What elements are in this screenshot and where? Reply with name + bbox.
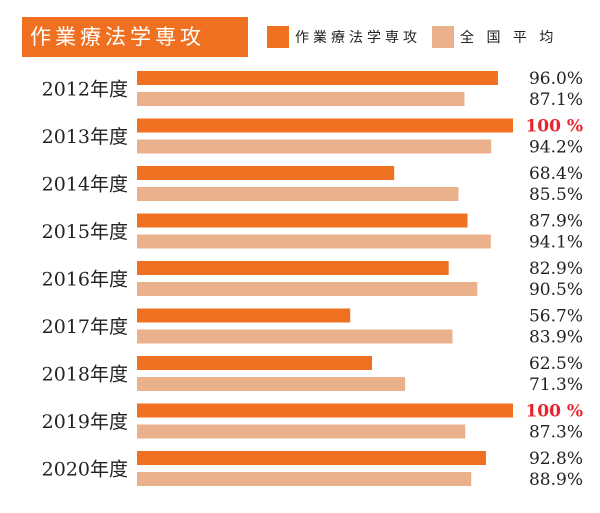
category-label: 2020年度 (42, 459, 128, 481)
bar-program (137, 356, 372, 370)
data-label: 88.9% (529, 470, 583, 490)
bar-program (137, 403, 513, 418)
category-label: 2014年度 (42, 174, 128, 196)
data-label: 83.9% (529, 328, 583, 348)
bar-program (137, 308, 351, 323)
legend-label-national: 全 国 平 均 (460, 30, 558, 46)
bar-program (137, 213, 468, 228)
bar-national (137, 377, 406, 391)
data-label: 71.3% (529, 375, 583, 395)
bar-program (137, 71, 498, 85)
bar-national (137, 472, 472, 486)
category-label: 2018年度 (42, 364, 128, 386)
bar-program (137, 261, 449, 275)
legend-label-program: 作業療法学専攻 (295, 30, 421, 46)
data-label: 87.1% (529, 90, 583, 110)
category-label: 2017年度 (42, 316, 128, 338)
category-label: 2012年度 (42, 79, 128, 101)
data-label: 85.5% (529, 185, 583, 205)
data-label: 87.3% (529, 423, 583, 443)
legend-swatch-national (432, 26, 454, 48)
bar-national (137, 329, 453, 344)
data-label: 87.9% (529, 212, 583, 232)
data-label: 56.7% (529, 307, 583, 327)
legend-item-national: 全 国 平 均 (432, 26, 557, 48)
bar-national (137, 139, 492, 154)
data-label: 100 % (525, 117, 583, 137)
data-label: 90.5% (529, 280, 583, 300)
category-label: 2013年度 (42, 126, 128, 148)
bar-national (137, 424, 466, 439)
data-label: 94.1% (529, 233, 583, 253)
data-label: 62.5% (529, 354, 583, 374)
chart-title: 作業療法学専攻 (30, 25, 205, 49)
bar-national (137, 92, 465, 106)
legend-swatch-program (267, 26, 289, 48)
data-label: 92.8% (529, 449, 583, 469)
bar-national (137, 187, 459, 201)
data-label: 100 % (525, 402, 583, 422)
data-label: 96.0% (529, 69, 583, 89)
bar-program (137, 118, 513, 133)
bar-program (137, 451, 486, 465)
bar-national (137, 282, 478, 296)
bar-national (137, 234, 491, 249)
category-label: 2015年度 (42, 221, 128, 243)
data-label: 68.4% (529, 164, 583, 184)
bar-program (137, 166, 395, 180)
data-label: 82.9% (529, 259, 583, 279)
legend-item-program: 作業療法学専攻 (267, 26, 421, 48)
category-label: 2019年度 (42, 411, 128, 433)
chart-title-box (22, 17, 248, 57)
category-label: 2016年度 (42, 269, 128, 291)
data-label: 94.2% (529, 138, 583, 158)
